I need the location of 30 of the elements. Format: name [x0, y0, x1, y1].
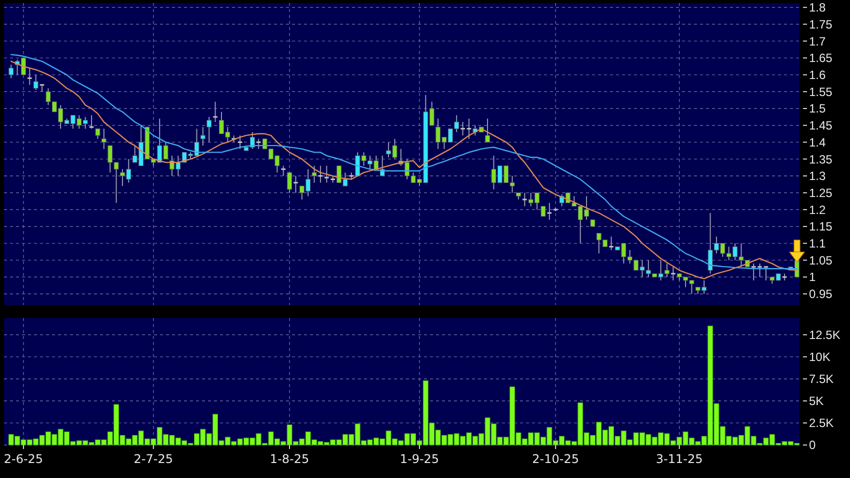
y-tick-label: 0.95	[809, 287, 833, 302]
y-tick-label: 1.55	[809, 84, 833, 99]
y-tick-label: 1.4	[809, 135, 826, 150]
y-tick-label: 0	[809, 438, 816, 452]
y-tick-label: 1.2	[809, 202, 826, 217]
x-tick-label: 1-8-25	[270, 452, 310, 466]
y-tick-label: 1.7	[809, 34, 826, 48]
x-tick-label: 2-7-25	[134, 452, 174, 466]
y-tick-label: 1.15	[809, 220, 833, 234]
y-tick-label: 10K	[809, 350, 830, 364]
y-tick-label: 1.75	[809, 17, 833, 32]
y-tick-label: 1.45	[809, 118, 833, 133]
y-tick-label: 1.25	[809, 186, 833, 200]
y-tick-label: 12.5K	[809, 328, 840, 342]
y-tick-label: 5K	[809, 394, 824, 408]
y-tick-label: 1	[809, 270, 816, 284]
y-tick-label: 1.8	[809, 0, 826, 15]
y-tick-label: 1.3	[809, 169, 826, 184]
y-tick-label: 7.5K	[809, 372, 834, 386]
x-tick-label: 2-6-25	[4, 452, 44, 466]
y-tick-label: 1.6	[809, 68, 826, 82]
y-tick-label: 1.65	[809, 51, 833, 66]
y-tick-label: 1.05	[809, 253, 833, 268]
x-tick-label: 1-9-25	[400, 452, 440, 466]
y-tick-label: 1.35	[809, 152, 833, 166]
y-tick-label: 1.1	[809, 236, 826, 251]
y-tick-label: 2.5K	[809, 416, 834, 430]
x-tick-label: 2-10-25	[532, 452, 580, 466]
x-tick-label: 3-11-25	[656, 452, 703, 466]
y-tick-label: 1.5	[809, 102, 826, 116]
